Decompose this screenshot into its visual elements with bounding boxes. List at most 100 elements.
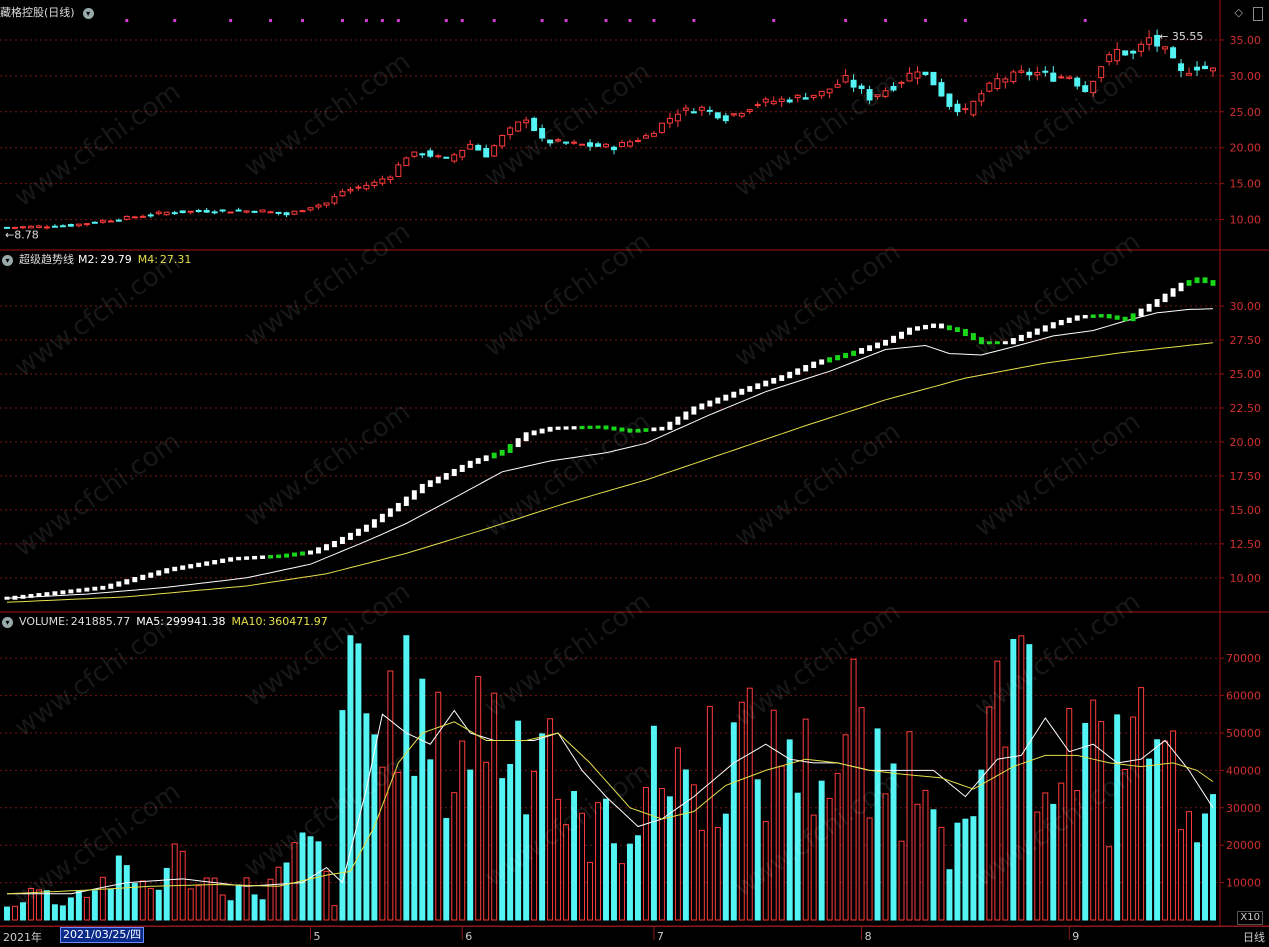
high-price-label: ← 35.55 [1159, 30, 1203, 43]
trend-block [691, 406, 697, 415]
volume-bar [275, 866, 282, 921]
volume-bar [403, 635, 410, 921]
trend-block [923, 324, 928, 330]
trend-block [148, 572, 154, 578]
volume-bar [243, 877, 250, 921]
trend-block [1194, 277, 1200, 284]
trend-block [962, 329, 968, 337]
candle-body [650, 132, 657, 137]
candle-body [826, 88, 833, 94]
volume-bar [163, 867, 170, 921]
volume-bar [507, 763, 514, 921]
candle-body [1162, 46, 1169, 50]
candle-body [395, 164, 402, 177]
trend-block [467, 460, 473, 468]
candle-body [483, 147, 490, 158]
volume-bar [882, 793, 889, 921]
volume-bar [1122, 768, 1129, 921]
trend-block [20, 594, 26, 599]
volume-bar [4, 906, 10, 921]
trend-block [1002, 341, 1008, 345]
volume-bar [587, 861, 594, 921]
volume-bar [491, 692, 498, 921]
candle-body [698, 106, 705, 111]
price-axis-tick-label: 25.00 [1230, 106, 1262, 119]
candle-body [371, 181, 378, 186]
trend-block [867, 345, 873, 352]
scroll-handle-icon[interactable] [1253, 7, 1263, 21]
volume-bar [770, 709, 777, 921]
signal-mark [229, 19, 233, 22]
volume-bar [778, 765, 785, 921]
candle-body [555, 139, 562, 142]
candle-body [674, 113, 681, 122]
volume-bar [842, 734, 849, 921]
candle-body [738, 112, 745, 117]
trend-block [403, 496, 409, 506]
candle-body [147, 214, 154, 217]
volume-bar [427, 759, 434, 921]
volume-bar [131, 883, 138, 921]
trend-block [819, 359, 825, 365]
trend-block [443, 473, 449, 480]
volume-bar [211, 877, 218, 921]
volume-bar [595, 802, 601, 921]
volume-bar [1170, 730, 1177, 921]
trend-block [787, 371, 793, 379]
trend-block [859, 348, 865, 354]
volume-bar [483, 761, 490, 921]
volume-bar [1138, 687, 1145, 921]
candle-body [1002, 78, 1009, 83]
volume-bar [706, 705, 713, 921]
trend-block [763, 380, 769, 387]
candle-body [75, 223, 82, 227]
volume-bar [619, 863, 625, 921]
candle-body [994, 78, 1001, 89]
volume-bar [802, 718, 809, 921]
trend-block [435, 476, 441, 484]
candle-body [267, 211, 274, 214]
candle-body [459, 149, 466, 158]
candle-body [331, 196, 338, 204]
price-axis-tick-label: 20.00 [1230, 142, 1262, 155]
trend-block [1090, 314, 1096, 318]
candle-body [499, 135, 506, 147]
volume-bar [1090, 699, 1097, 921]
trend-block [883, 339, 889, 346]
trend-block [28, 593, 34, 598]
volume-bar [347, 635, 354, 921]
trend-block [196, 562, 202, 568]
volume-bar [331, 905, 338, 921]
volume-bar [283, 862, 290, 921]
volume-bar [650, 725, 657, 921]
trend-block [379, 513, 385, 523]
volume-bar [603, 798, 609, 921]
period-label[interactable]: 日线 [1243, 931, 1265, 944]
trend-block [747, 386, 753, 392]
collapse-icon[interactable]: ▾ [2, 616, 13, 628]
volume-bar [762, 821, 769, 921]
volume-bar [339, 710, 346, 921]
volume-bar [571, 791, 578, 921]
volume-bar [698, 829, 705, 921]
volume-bar [499, 778, 506, 921]
volume-bar [467, 769, 474, 921]
collapse-icon[interactable]: ▾ [2, 254, 13, 266]
candle-body [834, 84, 841, 88]
candle-body [347, 188, 354, 192]
signal-mark [301, 19, 305, 22]
trend-block [1082, 314, 1088, 319]
candle-body [451, 154, 458, 162]
volume-bar [890, 763, 897, 921]
trend-block [667, 421, 673, 430]
candle-body [882, 90, 889, 97]
trend-block [739, 388, 745, 395]
volume-bar [818, 780, 825, 921]
volume-bar [539, 733, 546, 921]
collapse-icon[interactable]: ▾ [82, 7, 94, 19]
candle-body [403, 157, 410, 167]
diamond-icon[interactable]: ◇ [1234, 6, 1243, 19]
trend-block [60, 590, 66, 595]
volume-bar [67, 897, 74, 921]
